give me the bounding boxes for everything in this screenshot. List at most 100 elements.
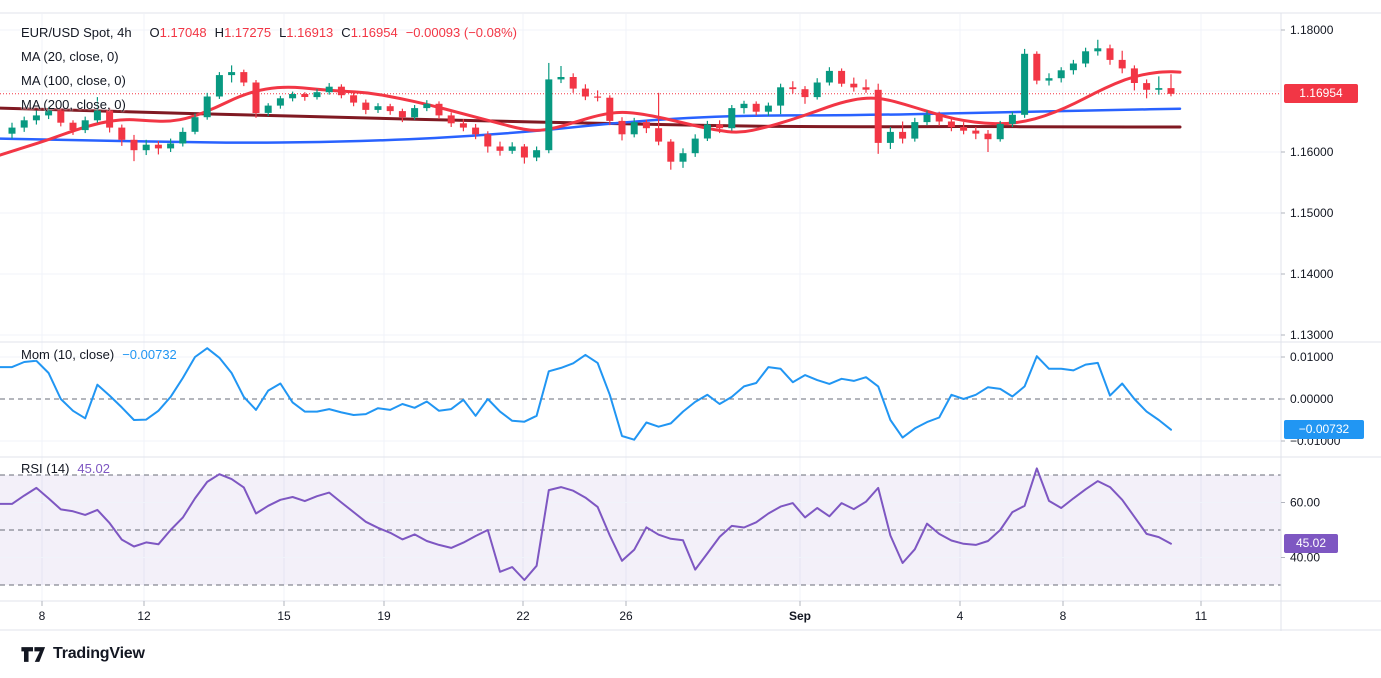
candle <box>252 82 260 113</box>
ohlc-key: O <box>149 25 160 40</box>
candle <box>581 88 589 97</box>
time-axis-label[interactable]: 8 <box>1060 609 1067 623</box>
axis-label: 0.01000 <box>1290 350 1334 364</box>
candle <box>362 102 370 110</box>
main-legend: EUR/USD Spot, 4h O1.17048 H1.17275 L1.16913… <box>21 21 517 117</box>
axis-label: 40.00 <box>1290 551 1320 565</box>
candle <box>630 122 638 135</box>
candle <box>935 114 943 122</box>
time-axis-label[interactable]: 11 <box>1195 609 1208 623</box>
candle <box>81 120 89 131</box>
candle <box>228 72 236 76</box>
candle <box>838 70 846 84</box>
candle <box>313 92 321 98</box>
time-axis-label[interactable]: 22 <box>516 609 530 623</box>
candle <box>947 121 955 127</box>
candle <box>1143 83 1151 90</box>
rsi-value-badge: 45.02 <box>1284 534 1338 554</box>
candle <box>32 115 40 121</box>
candle <box>447 115 455 124</box>
candle <box>777 87 785 106</box>
candle <box>1106 48 1114 60</box>
candle <box>557 77 565 80</box>
candle <box>752 103 760 112</box>
candle <box>545 79 553 151</box>
axis-label: 1.13000 <box>1290 328 1334 342</box>
rsi-legend[interactable]: RSI (14) 45.02 <box>21 461 110 476</box>
candle <box>69 122 77 130</box>
candle <box>1033 53 1041 81</box>
time-axis-label[interactable]: Sep <box>789 609 811 623</box>
candle <box>1130 68 1138 83</box>
candle <box>20 120 28 128</box>
candle <box>716 124 724 129</box>
candle <box>435 103 443 116</box>
candle <box>874 89 882 143</box>
candle <box>801 89 809 98</box>
time-axis-label[interactable]: 12 <box>137 609 151 623</box>
candle <box>301 94 309 97</box>
candle <box>289 94 297 99</box>
candle <box>215 75 223 97</box>
candle <box>533 150 541 158</box>
candle <box>862 87 870 90</box>
candle <box>667 141 675 162</box>
candle <box>167 143 175 149</box>
ohlc-key: H <box>214 25 225 40</box>
time-axis-label[interactable]: 4 <box>957 609 964 623</box>
candle <box>789 87 797 90</box>
candle <box>923 114 931 123</box>
axis-label: 60.00 <box>1290 496 1320 510</box>
time-axis-label[interactable]: 26 <box>619 609 633 623</box>
candle <box>118 127 126 140</box>
momentum-value: −0.00732 <box>122 347 177 362</box>
ma200-legend[interactable]: MA (200, close, 0) <box>21 97 126 112</box>
candle <box>398 111 406 118</box>
last-price-badge: 1.16954 <box>1284 84 1358 104</box>
candle <box>520 146 528 158</box>
momentum-legend[interactable]: Mom (10, close) −0.00732 <box>21 347 177 362</box>
candle <box>496 146 504 151</box>
momentum-value-badge: −0.00732 <box>1284 420 1364 440</box>
candle <box>594 96 602 98</box>
axis-label: 0.00000 <box>1290 392 1334 406</box>
candle <box>508 146 516 151</box>
candle <box>154 144 162 149</box>
candle <box>764 105 772 112</box>
candle <box>423 103 431 109</box>
rsi-label: RSI (14) <box>21 461 70 476</box>
candle <box>1118 59 1126 69</box>
symbol-title[interactable]: EUR/USD Spot, 4h <box>21 25 132 40</box>
tradingview-logo[interactable]: TradingView <box>20 645 145 663</box>
momentum-label: Mom (10, close) <box>21 347 115 362</box>
candle <box>996 123 1004 140</box>
candle <box>8 127 16 134</box>
candle <box>972 130 980 134</box>
candle <box>142 144 150 151</box>
time-axis-label[interactable]: 8 <box>39 609 46 623</box>
candle <box>325 86 333 93</box>
axis-label: 1.18000 <box>1290 23 1334 37</box>
candle <box>825 70 833 83</box>
ma100-legend[interactable]: MA (100, close, 0) <box>21 73 126 88</box>
candle <box>703 124 711 139</box>
candle <box>606 97 614 121</box>
ma20-legend[interactable]: MA (20, close, 0) <box>21 49 119 64</box>
ohlc-value: 1.17048 <box>159 25 207 40</box>
candle <box>740 103 748 109</box>
candle <box>899 131 907 139</box>
ohlc-value: 1.16954 <box>350 25 398 40</box>
candle <box>93 110 101 121</box>
candle <box>691 138 699 154</box>
candle <box>45 110 53 116</box>
ohlc-key: L <box>279 25 287 40</box>
ohlc-value: 1.16913 <box>286 25 334 40</box>
time-axis-label[interactable]: 19 <box>377 609 391 623</box>
candle <box>1021 53 1029 115</box>
candle <box>240 72 248 83</box>
symbol-ohlc-row[interactable]: EUR/USD Spot, 4h O1.17048 H1.17275 L1.16913… <box>21 21 517 45</box>
candle <box>886 131 894 143</box>
candle <box>1082 51 1090 64</box>
time-axis-label[interactable]: 15 <box>277 609 291 623</box>
